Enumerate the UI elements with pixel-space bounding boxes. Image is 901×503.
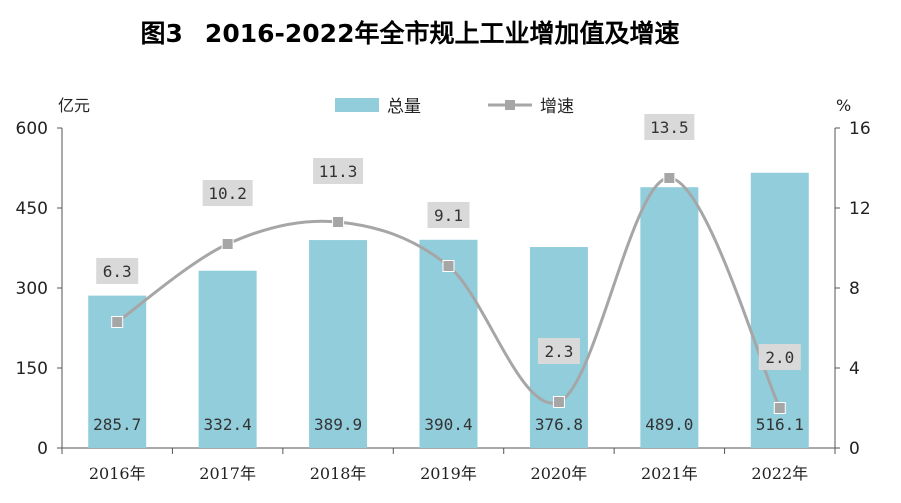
x-tick-label: 2016年 bbox=[89, 464, 146, 483]
chart-title: 图3 2016-2022年全市规上工业增加值及增速 bbox=[0, 14, 820, 50]
left-tick-label: 600 bbox=[16, 119, 48, 139]
bar bbox=[640, 187, 699, 448]
left-tick-label: 150 bbox=[16, 359, 48, 379]
left-tick-label: 0 bbox=[37, 439, 48, 459]
axes: 0 150 300 450 600 0 4 8 12 16 2016年 2017年 2018年 2019年… bbox=[16, 96, 871, 483]
bar-value-label: 376.8 bbox=[535, 415, 583, 434]
legend: 总量 增速 bbox=[335, 97, 574, 117]
growth-label-box bbox=[313, 158, 364, 184]
growth-label-box bbox=[427, 202, 470, 228]
growth-marker bbox=[111, 316, 124, 328]
right-tick-label: 12 bbox=[849, 199, 871, 219]
growth-label-box bbox=[202, 180, 253, 206]
legend-swatch-bar bbox=[335, 98, 379, 112]
bar-value-label: 332.4 bbox=[204, 415, 252, 434]
x-tick-label: 2018年 bbox=[310, 464, 367, 483]
right-axis-unit: % bbox=[836, 96, 851, 115]
growth-line-path bbox=[116, 176, 782, 409]
right-tick-label: 8 bbox=[849, 279, 860, 299]
figure-number: 图3 bbox=[140, 19, 183, 48]
bar-value-label: 285.7 bbox=[93, 415, 141, 434]
growth-value-label: 11.3 bbox=[319, 162, 358, 181]
bar-value-label: 390.4 bbox=[424, 415, 472, 434]
title-text: 2016-2022年全市规上工业增加值及增速 bbox=[204, 19, 680, 48]
growth-marker bbox=[221, 238, 234, 250]
x-tick-label: 2019年 bbox=[420, 464, 477, 483]
legend-swatch-marker bbox=[505, 100, 515, 110]
bar-value-label: 489.0 bbox=[645, 415, 693, 434]
growth-marker bbox=[663, 172, 676, 184]
growth-value-label: 13.5 bbox=[650, 118, 689, 137]
bar bbox=[198, 270, 257, 448]
growth-value-label: 2.3 bbox=[544, 342, 573, 361]
right-tick-label: 16 bbox=[849, 119, 871, 139]
legend-label-line: 增速 bbox=[540, 97, 574, 117]
growth-value-label: 9.1 bbox=[434, 206, 463, 225]
growth-value-label: 6.3 bbox=[103, 262, 132, 281]
left-axis-unit: 亿元 bbox=[58, 96, 90, 115]
legend-label-bar: 总量 bbox=[387, 97, 421, 117]
left-tick-label: 450 bbox=[16, 199, 48, 219]
growth-label-box bbox=[537, 338, 580, 364]
growth-value-label: 2.0 bbox=[765, 348, 794, 367]
growth-label-box bbox=[644, 114, 695, 140]
x-tick-label: 2022年 bbox=[751, 464, 808, 483]
right-tick-label: 4 bbox=[849, 359, 860, 379]
bar bbox=[419, 239, 478, 448]
x-tick-label: 2020年 bbox=[531, 464, 588, 483]
growth-marker bbox=[552, 396, 565, 408]
bar-value-label: 389.9 bbox=[314, 415, 362, 434]
bar bbox=[309, 240, 368, 448]
right-tick-label: 0 bbox=[849, 439, 860, 459]
bar-value-label: 516.1 bbox=[756, 415, 804, 434]
growth-label-box bbox=[758, 344, 801, 370]
growth-marker bbox=[442, 260, 455, 272]
growth-line bbox=[111, 172, 786, 414]
growth-value-label: 10.2 bbox=[208, 184, 247, 203]
growth-marker bbox=[773, 402, 786, 414]
data-labels: 285.7 332.4 389.9 390.4 376.8 489.0 516.1 6.3 10… bbox=[93, 114, 804, 434]
growth-marker bbox=[332, 216, 345, 228]
left-tick-label: 300 bbox=[16, 279, 48, 299]
growth-label-box bbox=[96, 258, 139, 284]
x-tick-label: 2017年 bbox=[199, 464, 256, 483]
bars bbox=[88, 172, 809, 448]
x-tick-label: 2021年 bbox=[641, 464, 698, 483]
